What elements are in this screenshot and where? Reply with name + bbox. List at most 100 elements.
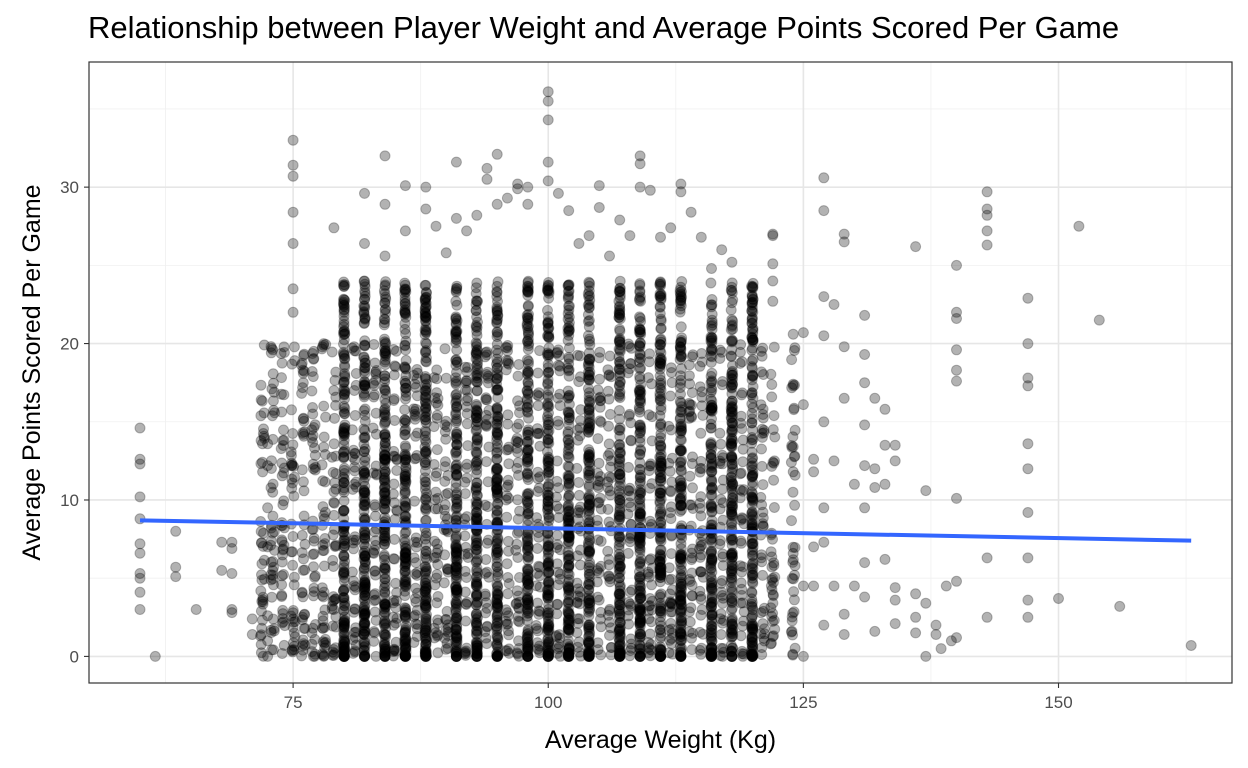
data-point <box>787 466 799 478</box>
data-point <box>276 579 288 591</box>
data-point <box>338 505 350 517</box>
data-point <box>614 308 626 320</box>
data-point <box>338 567 350 579</box>
data-point <box>388 393 400 405</box>
data-point <box>399 414 411 426</box>
data-point <box>981 611 993 623</box>
data-point <box>399 486 411 498</box>
data-point <box>470 540 482 551</box>
data-point <box>338 299 350 311</box>
data-point <box>338 422 350 433</box>
data-point <box>623 497 635 509</box>
data-point <box>338 535 350 546</box>
data-point <box>471 209 483 221</box>
data-point <box>788 402 800 414</box>
data-point <box>634 419 646 431</box>
data-point <box>614 478 626 489</box>
data-point <box>736 648 748 660</box>
data-point <box>582 383 594 395</box>
data-point <box>614 275 626 287</box>
data-point <box>338 633 350 645</box>
data-point <box>349 461 361 473</box>
data-point <box>726 281 738 293</box>
data-point <box>349 603 361 615</box>
data-point <box>624 230 636 242</box>
data-point <box>367 467 379 479</box>
data-point <box>286 404 297 416</box>
data-point <box>591 514 603 526</box>
data-point <box>573 238 585 249</box>
data-point <box>378 498 390 509</box>
data-point <box>349 646 361 658</box>
data-point <box>338 592 350 604</box>
data-point <box>327 466 339 478</box>
data-point <box>226 543 238 554</box>
data-point <box>532 428 544 440</box>
data-point <box>307 549 319 560</box>
data-point <box>319 506 331 518</box>
data-point <box>350 345 362 357</box>
data-point <box>278 539 290 551</box>
data-point <box>553 641 565 653</box>
data-point <box>277 543 289 555</box>
data-point <box>420 611 432 623</box>
data-point <box>654 487 666 499</box>
data-point <box>431 444 443 456</box>
data-point <box>259 573 270 585</box>
data-point <box>438 504 450 516</box>
data-point <box>285 546 297 558</box>
data-point <box>306 646 318 658</box>
data-point <box>542 419 554 431</box>
data-point <box>634 363 646 375</box>
data-point <box>439 549 451 561</box>
data-point <box>766 379 778 390</box>
data-point <box>715 438 727 450</box>
data-point <box>1022 438 1034 450</box>
data-point <box>450 597 462 609</box>
data-point <box>542 323 554 335</box>
data-point <box>767 258 779 270</box>
data-point <box>276 534 288 546</box>
data-point <box>532 625 544 637</box>
data-point <box>288 637 299 649</box>
data-point <box>694 381 706 393</box>
data-point <box>338 604 350 616</box>
data-point <box>338 592 349 604</box>
data-point <box>563 300 575 312</box>
data-point <box>727 620 738 632</box>
data-point <box>256 558 268 570</box>
data-point <box>359 313 371 325</box>
data-point <box>337 639 349 651</box>
data-point <box>338 326 349 338</box>
data-point <box>746 587 758 599</box>
data-point <box>746 446 758 458</box>
data-point <box>767 295 779 307</box>
data-point <box>310 619 321 630</box>
data-point <box>593 594 605 606</box>
data-point <box>920 597 932 609</box>
data-point <box>288 571 300 583</box>
data-point <box>399 279 411 291</box>
data-point <box>306 627 318 639</box>
data-point <box>329 593 341 605</box>
data-point <box>716 575 728 587</box>
data-point <box>726 440 737 452</box>
data-point <box>530 580 542 592</box>
data-point <box>788 345 800 356</box>
data-point <box>655 401 667 413</box>
data-point <box>338 462 350 474</box>
data-point <box>255 435 267 447</box>
data-point <box>338 376 350 388</box>
data-point <box>338 650 350 662</box>
data-point <box>327 591 339 603</box>
data-point <box>635 591 647 603</box>
data-point <box>572 617 584 629</box>
data-point <box>410 452 422 464</box>
data-point <box>532 466 544 478</box>
data-point <box>276 591 288 602</box>
data-point <box>757 479 769 491</box>
data-point <box>339 419 351 431</box>
data-point <box>257 591 269 603</box>
data-point <box>262 460 274 472</box>
data-point <box>308 345 320 357</box>
